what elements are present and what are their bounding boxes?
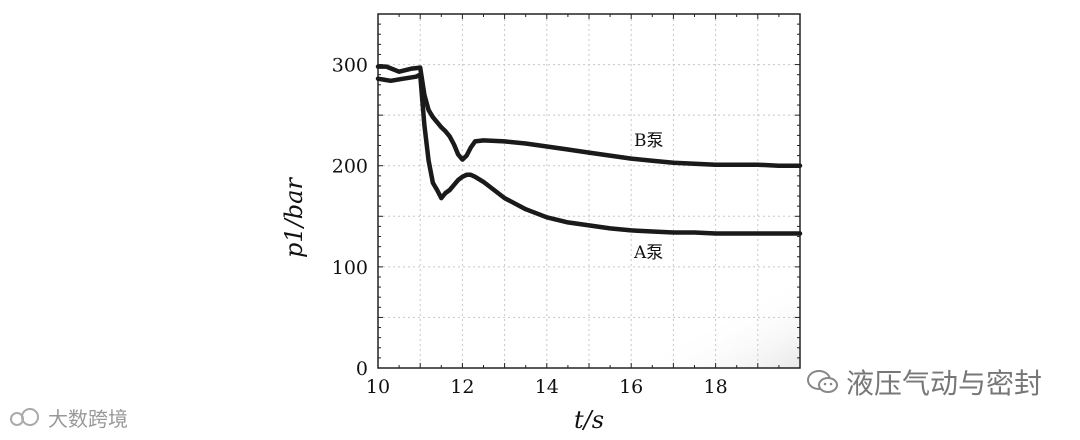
x-tick-label: 10 — [366, 376, 390, 398]
y-tick-label: 0 — [356, 358, 368, 380]
series-line-a — [375, 72, 803, 236]
y-axis-label: p1/bar — [280, 177, 308, 258]
x-tick-label: 12 — [450, 376, 474, 398]
series-group — [375, 64, 803, 236]
wechat-icon — [806, 370, 838, 393]
y-tick-label: 100 — [332, 257, 368, 279]
x-axis-label: t/s — [574, 406, 604, 434]
tick-labels: 10 12 14 16 18 0 100 200 300 — [332, 55, 728, 398]
series-label-a: A泵 — [633, 243, 663, 263]
watermark-left: 大数跨境 — [8, 403, 128, 432]
x-tick-label: 18 — [704, 376, 728, 398]
series-label-b: B泵 — [634, 131, 664, 151]
x-tick-label: 14 — [535, 376, 559, 398]
logo-icon — [10, 407, 39, 426]
watermark-right-text: 液压气动与密封 — [845, 367, 1042, 400]
y-tick-label: 300 — [332, 55, 368, 77]
watermark-left-text: 大数跨境 — [48, 407, 128, 431]
plot-frame — [377, 13, 801, 369]
x-tick-label: 16 — [619, 376, 643, 398]
y-tick-label: 200 — [332, 156, 368, 178]
watermark-right: 液压气动与密封 — [806, 362, 1042, 402]
plot-shading — [600, 260, 800, 368]
series-line-b — [375, 64, 803, 168]
